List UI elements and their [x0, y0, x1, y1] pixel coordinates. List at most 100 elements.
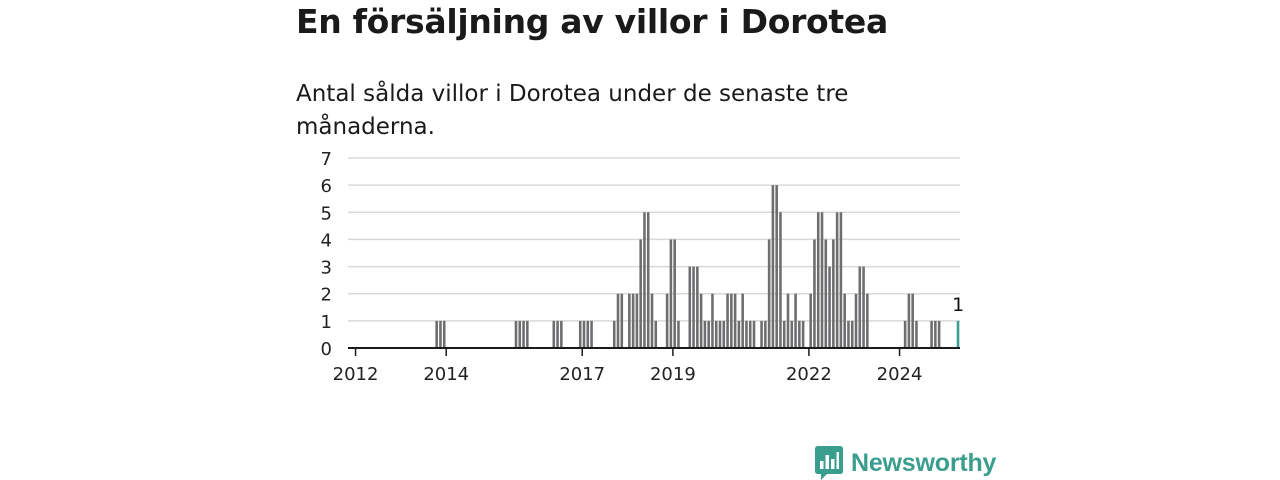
bar	[442, 320, 446, 348]
bar-highlight	[956, 320, 960, 348]
bar	[673, 239, 676, 348]
bar	[639, 239, 642, 348]
y-tick-label: 3	[321, 258, 332, 279]
bar	[586, 320, 590, 348]
chart-title: En försäljning av villor i Dorotea	[296, 2, 888, 41]
bar	[669, 239, 673, 348]
bar	[552, 320, 556, 348]
bar	[934, 320, 937, 348]
bar	[730, 293, 733, 348]
bar	[843, 293, 846, 348]
bar	[745, 320, 748, 348]
bar	[560, 320, 563, 348]
x-tick-label: 2022	[786, 364, 832, 385]
bar	[930, 320, 933, 348]
bar	[714, 320, 718, 348]
bar	[582, 320, 586, 348]
bar	[847, 320, 850, 348]
bar	[794, 293, 797, 348]
bar	[820, 212, 824, 348]
bar	[915, 320, 918, 348]
bar	[526, 320, 529, 348]
bar	[937, 320, 941, 348]
bar	[556, 320, 559, 348]
bar	[518, 320, 522, 348]
bar	[726, 293, 729, 348]
bar	[707, 320, 710, 348]
bar	[801, 320, 805, 348]
bar	[590, 320, 593, 348]
bar	[435, 320, 438, 348]
bar	[866, 293, 869, 348]
bars	[435, 185, 960, 348]
bar	[790, 320, 794, 348]
bar	[862, 266, 865, 348]
brand-name: Newsworthy	[851, 448, 997, 477]
y-tick-label: 1	[321, 312, 332, 333]
bar	[782, 320, 786, 348]
bar	[858, 266, 862, 348]
y-tick-label: 2	[321, 285, 332, 306]
bar	[692, 266, 695, 348]
bar	[911, 293, 914, 348]
x-tick-label: 2019	[650, 364, 696, 385]
bar	[779, 212, 782, 348]
bar	[835, 212, 839, 348]
x-tick-label: 2017	[559, 364, 605, 385]
bar	[760, 320, 763, 348]
bar	[628, 293, 631, 348]
bar	[439, 320, 442, 348]
y-tick-label: 4	[321, 230, 332, 251]
bar	[816, 212, 820, 348]
y-tick-label: 6	[321, 176, 332, 197]
bar	[631, 293, 635, 348]
bar	[722, 320, 726, 348]
bar	[854, 293, 858, 348]
bar	[813, 239, 816, 348]
y-tick-label: 0	[321, 339, 332, 360]
bar	[612, 320, 616, 348]
bar	[748, 320, 752, 348]
bar	[620, 293, 624, 348]
gridlines	[348, 157, 960, 322]
bar	[688, 266, 692, 348]
newsworthy-chart-icon	[815, 446, 843, 480]
bar	[775, 185, 778, 348]
bar	[832, 239, 835, 348]
newsworthy-logo: Newsworthy	[815, 446, 996, 480]
bar	[643, 212, 646, 348]
bar	[839, 212, 843, 348]
bar	[903, 320, 907, 348]
bar	[699, 293, 703, 348]
bar	[703, 320, 707, 348]
bar	[578, 320, 582, 348]
bar	[733, 293, 737, 348]
bar	[654, 320, 658, 348]
x-axis-ticks: 2012 2014 2017 2019 2022 2024	[333, 348, 923, 385]
bar	[711, 293, 714, 348]
highlight-value-label: 1	[952, 294, 964, 316]
y-tick-label: 7	[321, 149, 332, 170]
bar	[677, 320, 680, 348]
bar	[767, 239, 771, 348]
y-axis-tick-labels: 0 1 2 3 4 5 6 7	[321, 149, 332, 360]
bar	[798, 320, 801, 348]
bar	[771, 185, 775, 348]
bar	[696, 266, 699, 348]
bar	[514, 320, 518, 348]
bar	[850, 320, 854, 348]
bar	[786, 293, 790, 348]
chart-subtitle: Antal sålda villor i Dorotea under de se…	[296, 81, 849, 140]
bar	[828, 266, 831, 348]
bar	[665, 293, 669, 348]
bar	[718, 320, 722, 348]
bar	[809, 293, 812, 348]
x-tick-label: 2024	[877, 364, 923, 385]
bar	[635, 293, 639, 348]
bar	[646, 212, 650, 348]
bar	[764, 320, 767, 348]
y-tick-label: 5	[321, 203, 332, 224]
x-tick-label: 2012	[333, 364, 379, 385]
bar	[650, 293, 654, 348]
